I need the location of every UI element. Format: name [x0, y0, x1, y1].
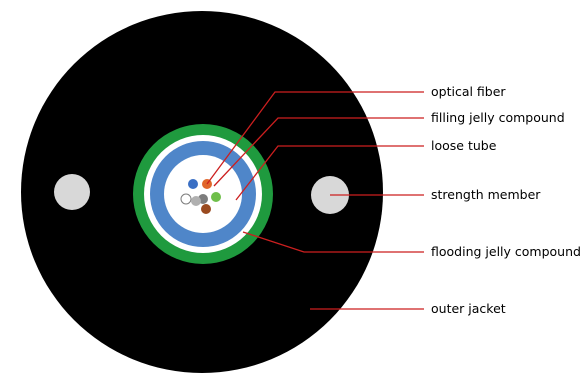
- label-flooding-jelly-compound: flooding jelly compound: [431, 244, 581, 259]
- callout-line-flooding-jelly: [242, 231, 424, 253]
- callout-line-optical-fiber: [206, 91, 424, 185]
- label-filling-jelly-compound: filling jelly compound: [431, 110, 565, 125]
- fiber-white: [180, 193, 192, 205]
- label-strength-member: strength member: [431, 187, 541, 202]
- label-optical-fiber: optical fiber: [431, 84, 506, 99]
- callout-line-loose-tube: [235, 145, 424, 201]
- fiber-grey: [191, 196, 201, 206]
- label-loose-tube: loose tube: [431, 138, 497, 153]
- fiber-green: [211, 192, 221, 202]
- callout-lines: [206, 91, 424, 310]
- strength-member-left: [54, 174, 90, 210]
- label-outer-jacket: outer jacket: [431, 301, 506, 316]
- fiber-brown: [201, 204, 211, 214]
- callout-line-filling-jelly: [213, 117, 424, 187]
- fiber-blue: [188, 179, 198, 189]
